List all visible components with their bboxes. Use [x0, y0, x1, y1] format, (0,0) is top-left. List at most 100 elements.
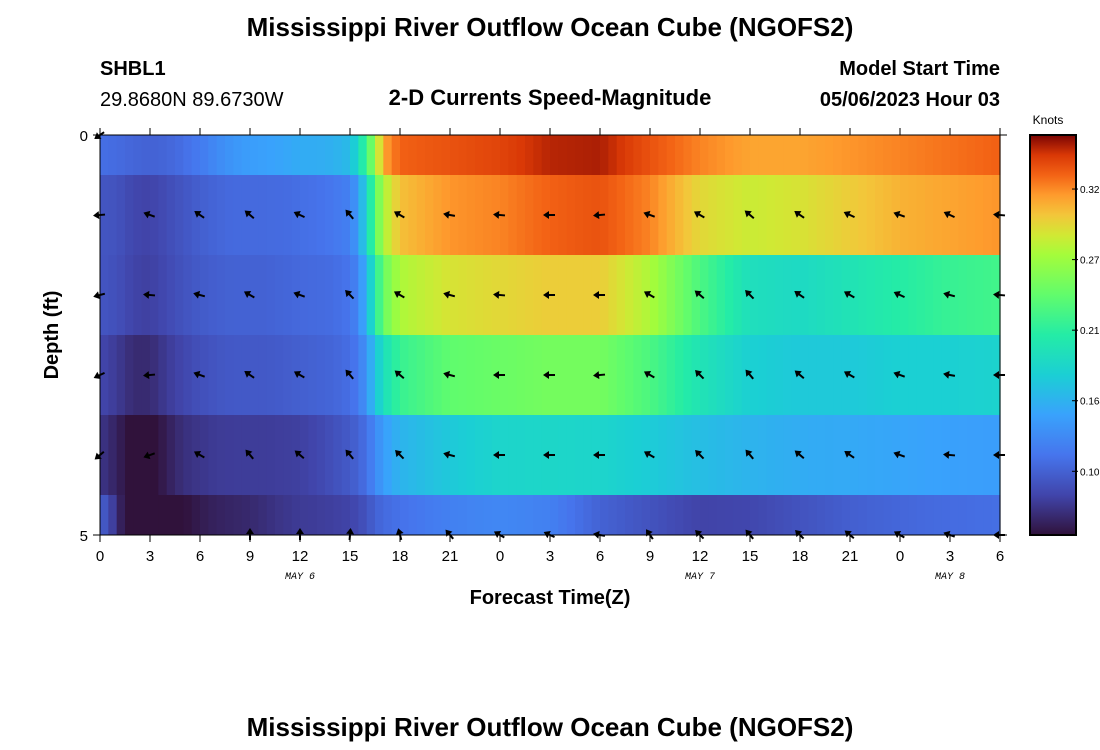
heatmap-cell — [450, 335, 459, 415]
heatmap-cell — [716, 175, 726, 255]
vector-head — [293, 371, 302, 378]
heatmap-cell — [958, 135, 968, 175]
heatmap-cell — [658, 175, 668, 255]
heatmap-cell — [325, 335, 334, 415]
vector-head — [643, 210, 651, 219]
current-vector — [143, 210, 156, 219]
vector-head — [193, 290, 201, 299]
heatmap-cell — [275, 415, 284, 495]
heatmap-cell — [233, 175, 243, 255]
heatmap-cell — [458, 495, 468, 535]
heatmap-cell — [483, 335, 493, 415]
heatmap-cell — [250, 255, 259, 335]
second-chart-title: Mississippi River Outflow Ocean Cube (NG… — [247, 712, 854, 742]
heatmap-cell — [416, 335, 426, 415]
heatmap-cell — [283, 415, 293, 495]
heatmap-cell — [483, 495, 493, 535]
current-vector — [843, 371, 855, 379]
heatmap-cell — [583, 175, 593, 255]
heatmap-cell — [558, 335, 568, 415]
y-axis: 05 — [80, 128, 1007, 545]
heatmap-cell — [258, 255, 268, 335]
vector-head — [993, 290, 1000, 299]
heatmap-cell — [441, 495, 451, 535]
heatmap-cell — [175, 415, 184, 495]
heatmap-cell — [558, 175, 568, 255]
heatmap-cell — [450, 415, 459, 495]
x-tick-label: 9 — [646, 548, 654, 565]
heatmap-cell — [808, 415, 818, 495]
heatmap-cell — [466, 415, 476, 495]
heatmap-cell — [566, 495, 576, 535]
heatmap-cell — [325, 135, 334, 175]
heatmap-cell — [675, 135, 684, 175]
heatmap-cell — [591, 135, 601, 175]
heatmap-cell — [933, 415, 943, 495]
current-vector — [143, 290, 156, 299]
heatmap-cell — [691, 495, 701, 535]
heatmap-cells — [100, 135, 1001, 535]
heatmap-cell — [350, 135, 359, 175]
heatmap-cell — [966, 255, 976, 335]
heatmap-cell — [383, 335, 393, 415]
heatmap-cell — [708, 335, 718, 415]
heatmap-cell — [758, 255, 768, 335]
vector-head — [745, 449, 753, 457]
heatmap-cell — [666, 255, 676, 335]
heatmap-cell — [233, 495, 243, 535]
heatmap-cell — [733, 135, 743, 175]
heatmap-cell — [633, 415, 643, 495]
heatmap-cell — [916, 255, 926, 335]
heatmap-cell — [366, 255, 376, 335]
heatmap-cell — [916, 415, 926, 495]
heatmap-cell — [508, 175, 518, 255]
heatmap-cell — [475, 135, 484, 175]
heatmap-cell — [483, 255, 493, 335]
heatmap-cell — [375, 415, 384, 495]
vector-head — [245, 449, 253, 457]
heatmap-cell — [525, 495, 534, 535]
heatmap-cell — [708, 495, 718, 535]
current-vector — [745, 449, 754, 460]
heatmap-cell — [166, 175, 176, 255]
heatmap-cell — [883, 135, 893, 175]
heatmap-cell — [275, 495, 284, 535]
vector-head — [794, 290, 802, 298]
heatmap-cell — [850, 255, 859, 335]
heatmap-cell — [475, 415, 484, 495]
current-vector — [745, 369, 754, 380]
heatmap-cell — [366, 415, 376, 495]
heatmap-cell — [758, 495, 768, 535]
heatmap-cell — [158, 335, 168, 415]
heatmap-cell — [333, 135, 343, 175]
current-vector — [593, 371, 606, 380]
heatmap-cell — [783, 495, 793, 535]
heatmap-cell — [125, 495, 134, 535]
vector-head — [593, 291, 599, 299]
heatmap-cell — [533, 175, 543, 255]
heatmap-cell — [650, 175, 659, 255]
heatmap-cell — [408, 415, 418, 495]
heatmap-cell — [975, 495, 984, 535]
heatmap-cell — [725, 335, 734, 415]
heatmap-cell — [408, 135, 418, 175]
vector-head — [443, 290, 451, 299]
heatmap-cell — [158, 135, 168, 175]
heatmap-cell — [225, 135, 234, 175]
heatmap-cell — [375, 335, 384, 415]
heatmap-cell — [616, 415, 626, 495]
vector-head — [943, 210, 951, 219]
heatmap-cell — [125, 335, 134, 415]
heatmap-cell — [808, 255, 818, 335]
heatmap-cell — [633, 135, 643, 175]
current-vector — [244, 210, 255, 219]
heatmap-cell — [175, 255, 184, 335]
heatmap-cell — [283, 255, 293, 335]
heatmap-cell — [666, 175, 676, 255]
heatmap-cell — [158, 415, 168, 495]
heatmap-cell — [350, 495, 359, 535]
x-tick-label: 9 — [246, 548, 254, 565]
heatmap-cell — [675, 415, 684, 495]
heatmap-cell — [991, 495, 1001, 535]
current-vector — [193, 370, 206, 379]
